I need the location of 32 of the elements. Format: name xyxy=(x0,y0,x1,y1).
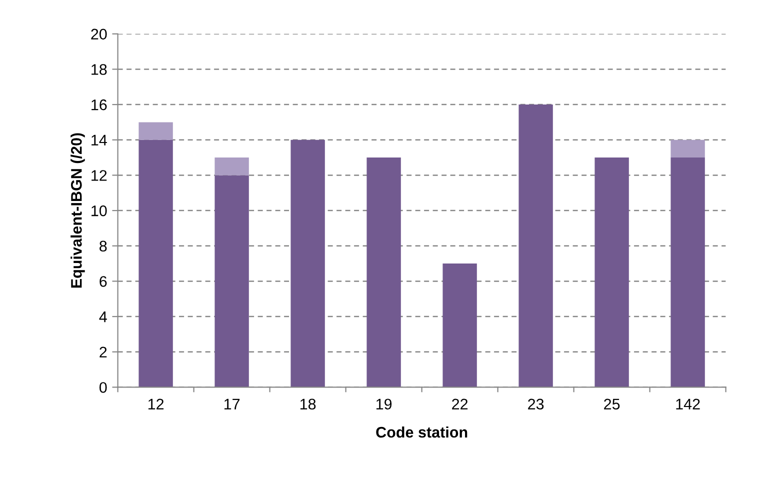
y-tick-label: 20 xyxy=(91,28,107,40)
bar xyxy=(214,158,249,176)
x-tick-label: 12 xyxy=(148,398,164,410)
bar xyxy=(670,158,705,388)
x-tick-label: 25 xyxy=(604,398,620,410)
y-tick-label: 0 xyxy=(99,382,107,393)
bar xyxy=(670,140,705,158)
y-tick-label: 12 xyxy=(92,170,107,181)
bar xyxy=(290,140,325,388)
y-tick-label: 2 xyxy=(100,346,107,358)
x-tick-label: 22 xyxy=(452,398,468,410)
y-tick-label: 4 xyxy=(99,312,107,322)
x-tick-label: 142 xyxy=(676,398,700,410)
y-tick-label: 8 xyxy=(100,240,107,252)
x-tick-label: 18 xyxy=(300,398,316,410)
bar xyxy=(138,122,173,140)
y-tick-label: 10 xyxy=(92,205,107,216)
x-tick-label: 17 xyxy=(224,398,240,410)
y-tick-label: 14 xyxy=(92,134,107,146)
bar xyxy=(518,104,553,388)
y-tick-label: 16 xyxy=(92,99,107,110)
bar xyxy=(214,175,249,388)
y-axis-title: Equivalent-IBGN (/20) xyxy=(70,133,85,288)
bar xyxy=(366,158,401,388)
y-tick-label: 18 xyxy=(92,64,107,75)
x-tick-label: 19 xyxy=(376,398,392,410)
bar xyxy=(594,158,629,388)
x-tick-label: 23 xyxy=(528,398,544,410)
x-axis-title: Code station xyxy=(376,426,468,438)
bar xyxy=(138,140,173,388)
y-tick-label: 6 xyxy=(100,276,107,287)
bar xyxy=(442,264,477,388)
